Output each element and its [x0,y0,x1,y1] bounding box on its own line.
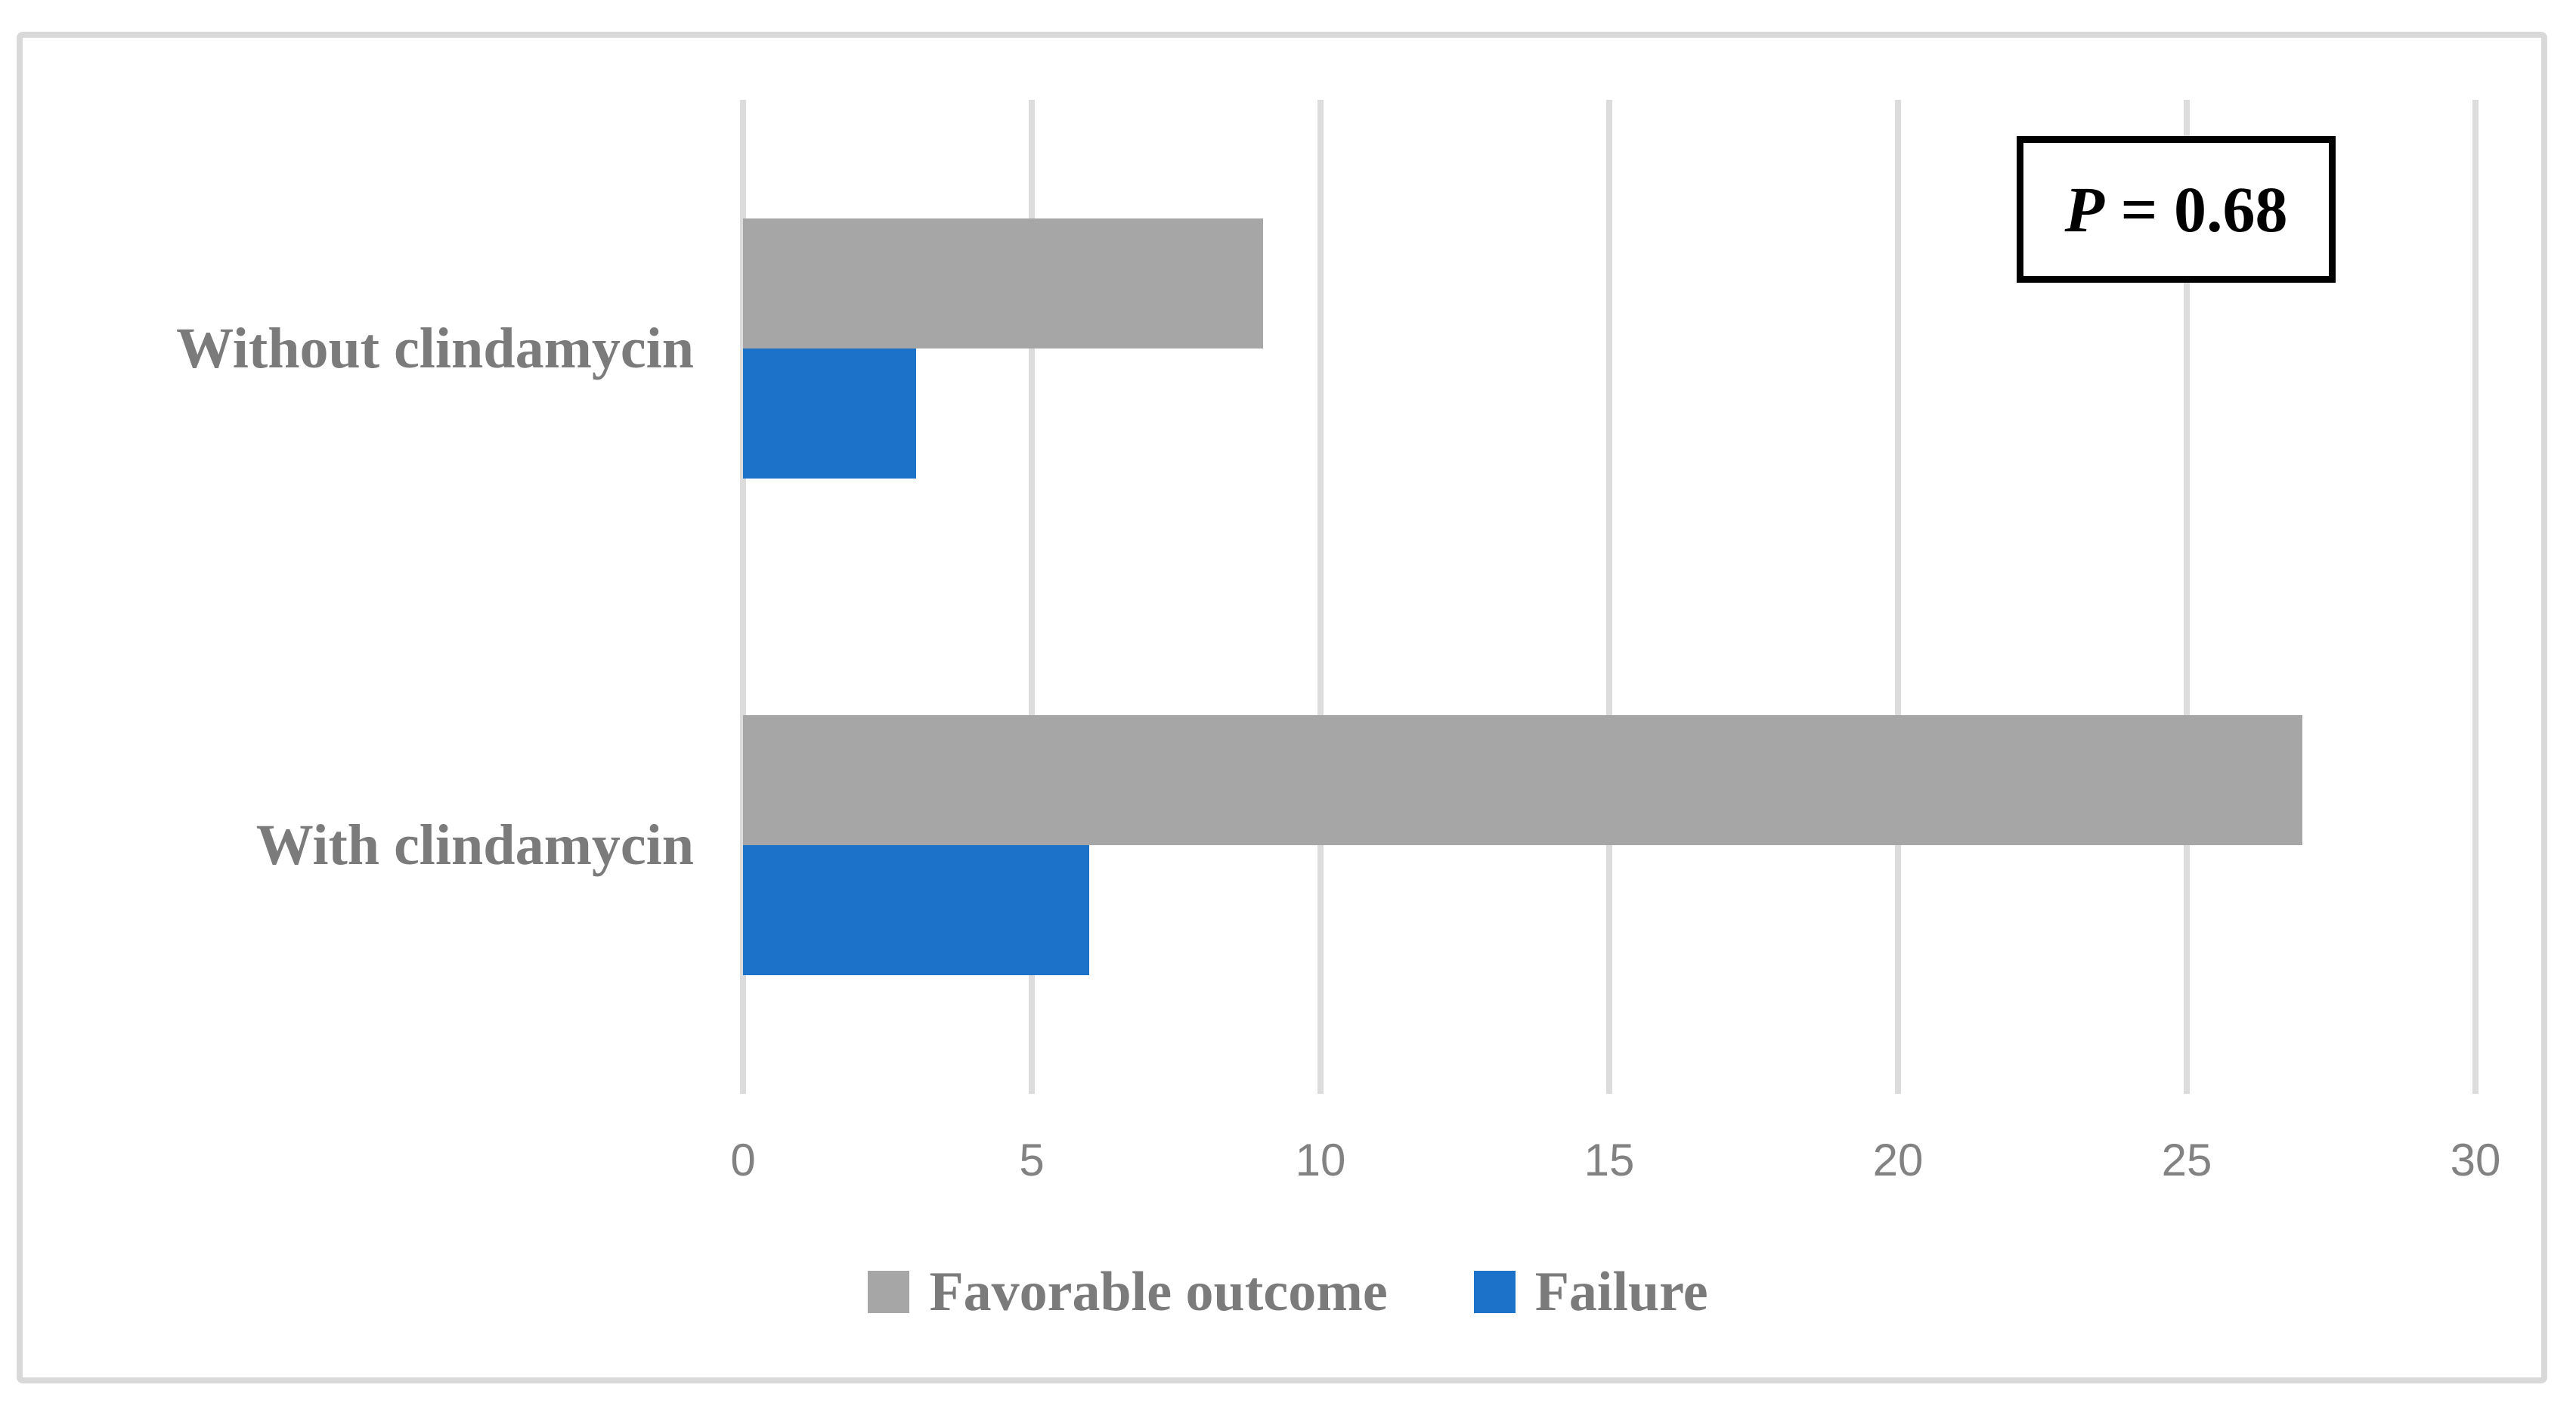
bar-favorable-outcome-1 [743,218,1263,349]
bar-favorable-outcome-2 [743,715,2302,846]
x-tick-label-5: 5 [1019,1135,1045,1185]
x-tick-label-30: 30 [2450,1135,2501,1185]
p-value-text: P = 0.68 [2064,177,2287,242]
gridline-x-15 [1606,100,1612,1094]
gridline-x-5 [1028,100,1035,1094]
category-label-2: With clindamycin [255,813,694,878]
gridline-x-20 [1894,100,1901,1094]
x-tick-label-25: 25 [2161,1135,2212,1185]
gridline-x-10 [1317,100,1324,1094]
gridline-x-25 [2184,100,2190,1094]
legend-item-failure: Failure [1473,1261,1708,1323]
x-tick-label-10: 10 [1295,1135,1346,1185]
gridline-x-30 [2472,100,2478,1094]
bar-failure-1 [743,348,917,479]
legend-swatch-icon [868,1271,910,1313]
x-tick-label-0: 0 [730,1135,756,1185]
legend: Favorable outcome Failure [0,1264,2576,1320]
legend-label: Failure [1534,1261,1708,1323]
p-value-rest: = 0.68 [2104,173,2288,246]
legend-label: Favorable outcome [929,1261,1388,1323]
x-tick-label-20: 20 [1872,1135,1924,1185]
gridline-x-0 [740,100,746,1094]
plot-area [740,100,2478,1094]
p-value-variable: P [2064,173,2105,246]
category-label-1: Without clindamycin [176,316,694,380]
x-tick-label-15: 15 [1584,1135,1635,1185]
legend-swatch-icon [1473,1271,1516,1313]
bar-failure-2 [743,845,1090,976]
legend-item-favorable-outcome: Favorable outcome [868,1261,1388,1323]
p-value-annotation-box: P = 0.68 [2017,136,2336,283]
